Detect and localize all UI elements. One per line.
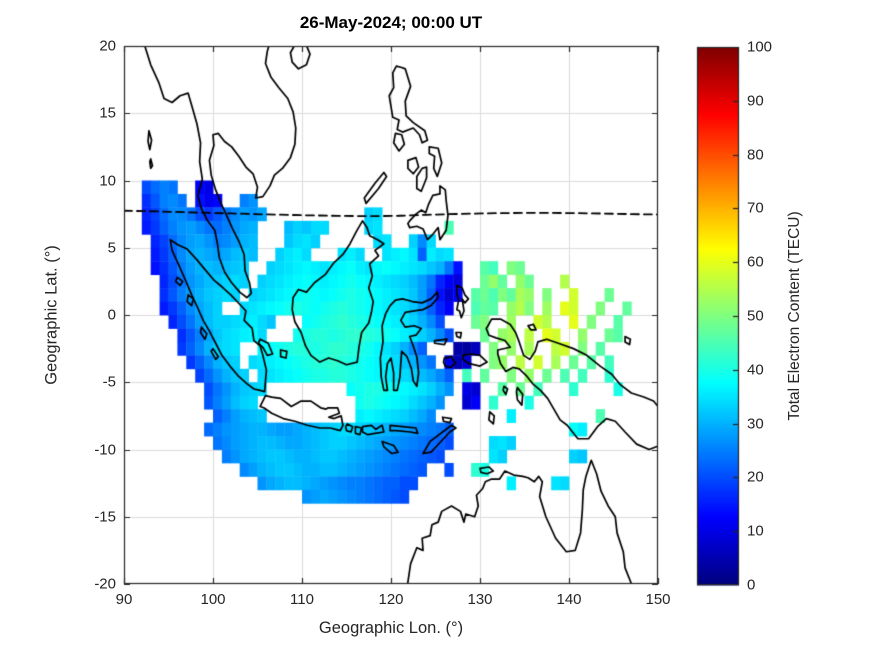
colorbar-label: Total Electron Content (TECU): [786, 211, 803, 421]
y-axis-label: Geographic Lat. (°): [42, 245, 61, 385]
y-tick-label: -20: [94, 575, 116, 593]
x-tick-label: 130: [467, 591, 493, 608]
y-tick-label: -10: [94, 441, 116, 458]
colorbar-tick-label: 60: [747, 253, 764, 271]
colorbar-tick-label: 70: [747, 199, 764, 217]
plot-title: 26-May-2024; 00:00 UT: [299, 13, 483, 32]
x-tick-label: 150: [645, 591, 671, 608]
colorbar-tick-label: 50: [747, 307, 764, 325]
y-tick-label: -15: [94, 508, 116, 526]
y-tick-label: 5: [107, 239, 116, 257]
colorbar-tick-label: 10: [747, 522, 764, 540]
x-tick-label: 110: [290, 591, 314, 608]
y-tick-label: 15: [99, 104, 116, 122]
colorbar-tick-label: 100: [747, 38, 773, 56]
y-tick-label: 20: [99, 37, 116, 55]
y-tick-label: 0: [107, 306, 116, 324]
x-tick-label: 100: [200, 591, 226, 608]
y-tick-label: 10: [99, 172, 116, 189]
colorbar-tick-label: 20: [747, 468, 764, 486]
colorbar-tick-label: 0: [747, 576, 756, 594]
colorbar-tick-label: 30: [747, 415, 764, 433]
colorbar-tick-label: 40: [747, 361, 764, 379]
x-tick-label: 90: [115, 591, 133, 608]
x-tick-label: 140: [556, 591, 582, 608]
colorbar-tick-label: 90: [747, 92, 764, 110]
x-axis-label: Geographic Lon. (°): [318, 619, 464, 637]
y-tick-label: -5: [102, 373, 116, 391]
colorbar-tick-label: 80: [747, 146, 764, 164]
x-tick-label: 120: [378, 591, 404, 608]
